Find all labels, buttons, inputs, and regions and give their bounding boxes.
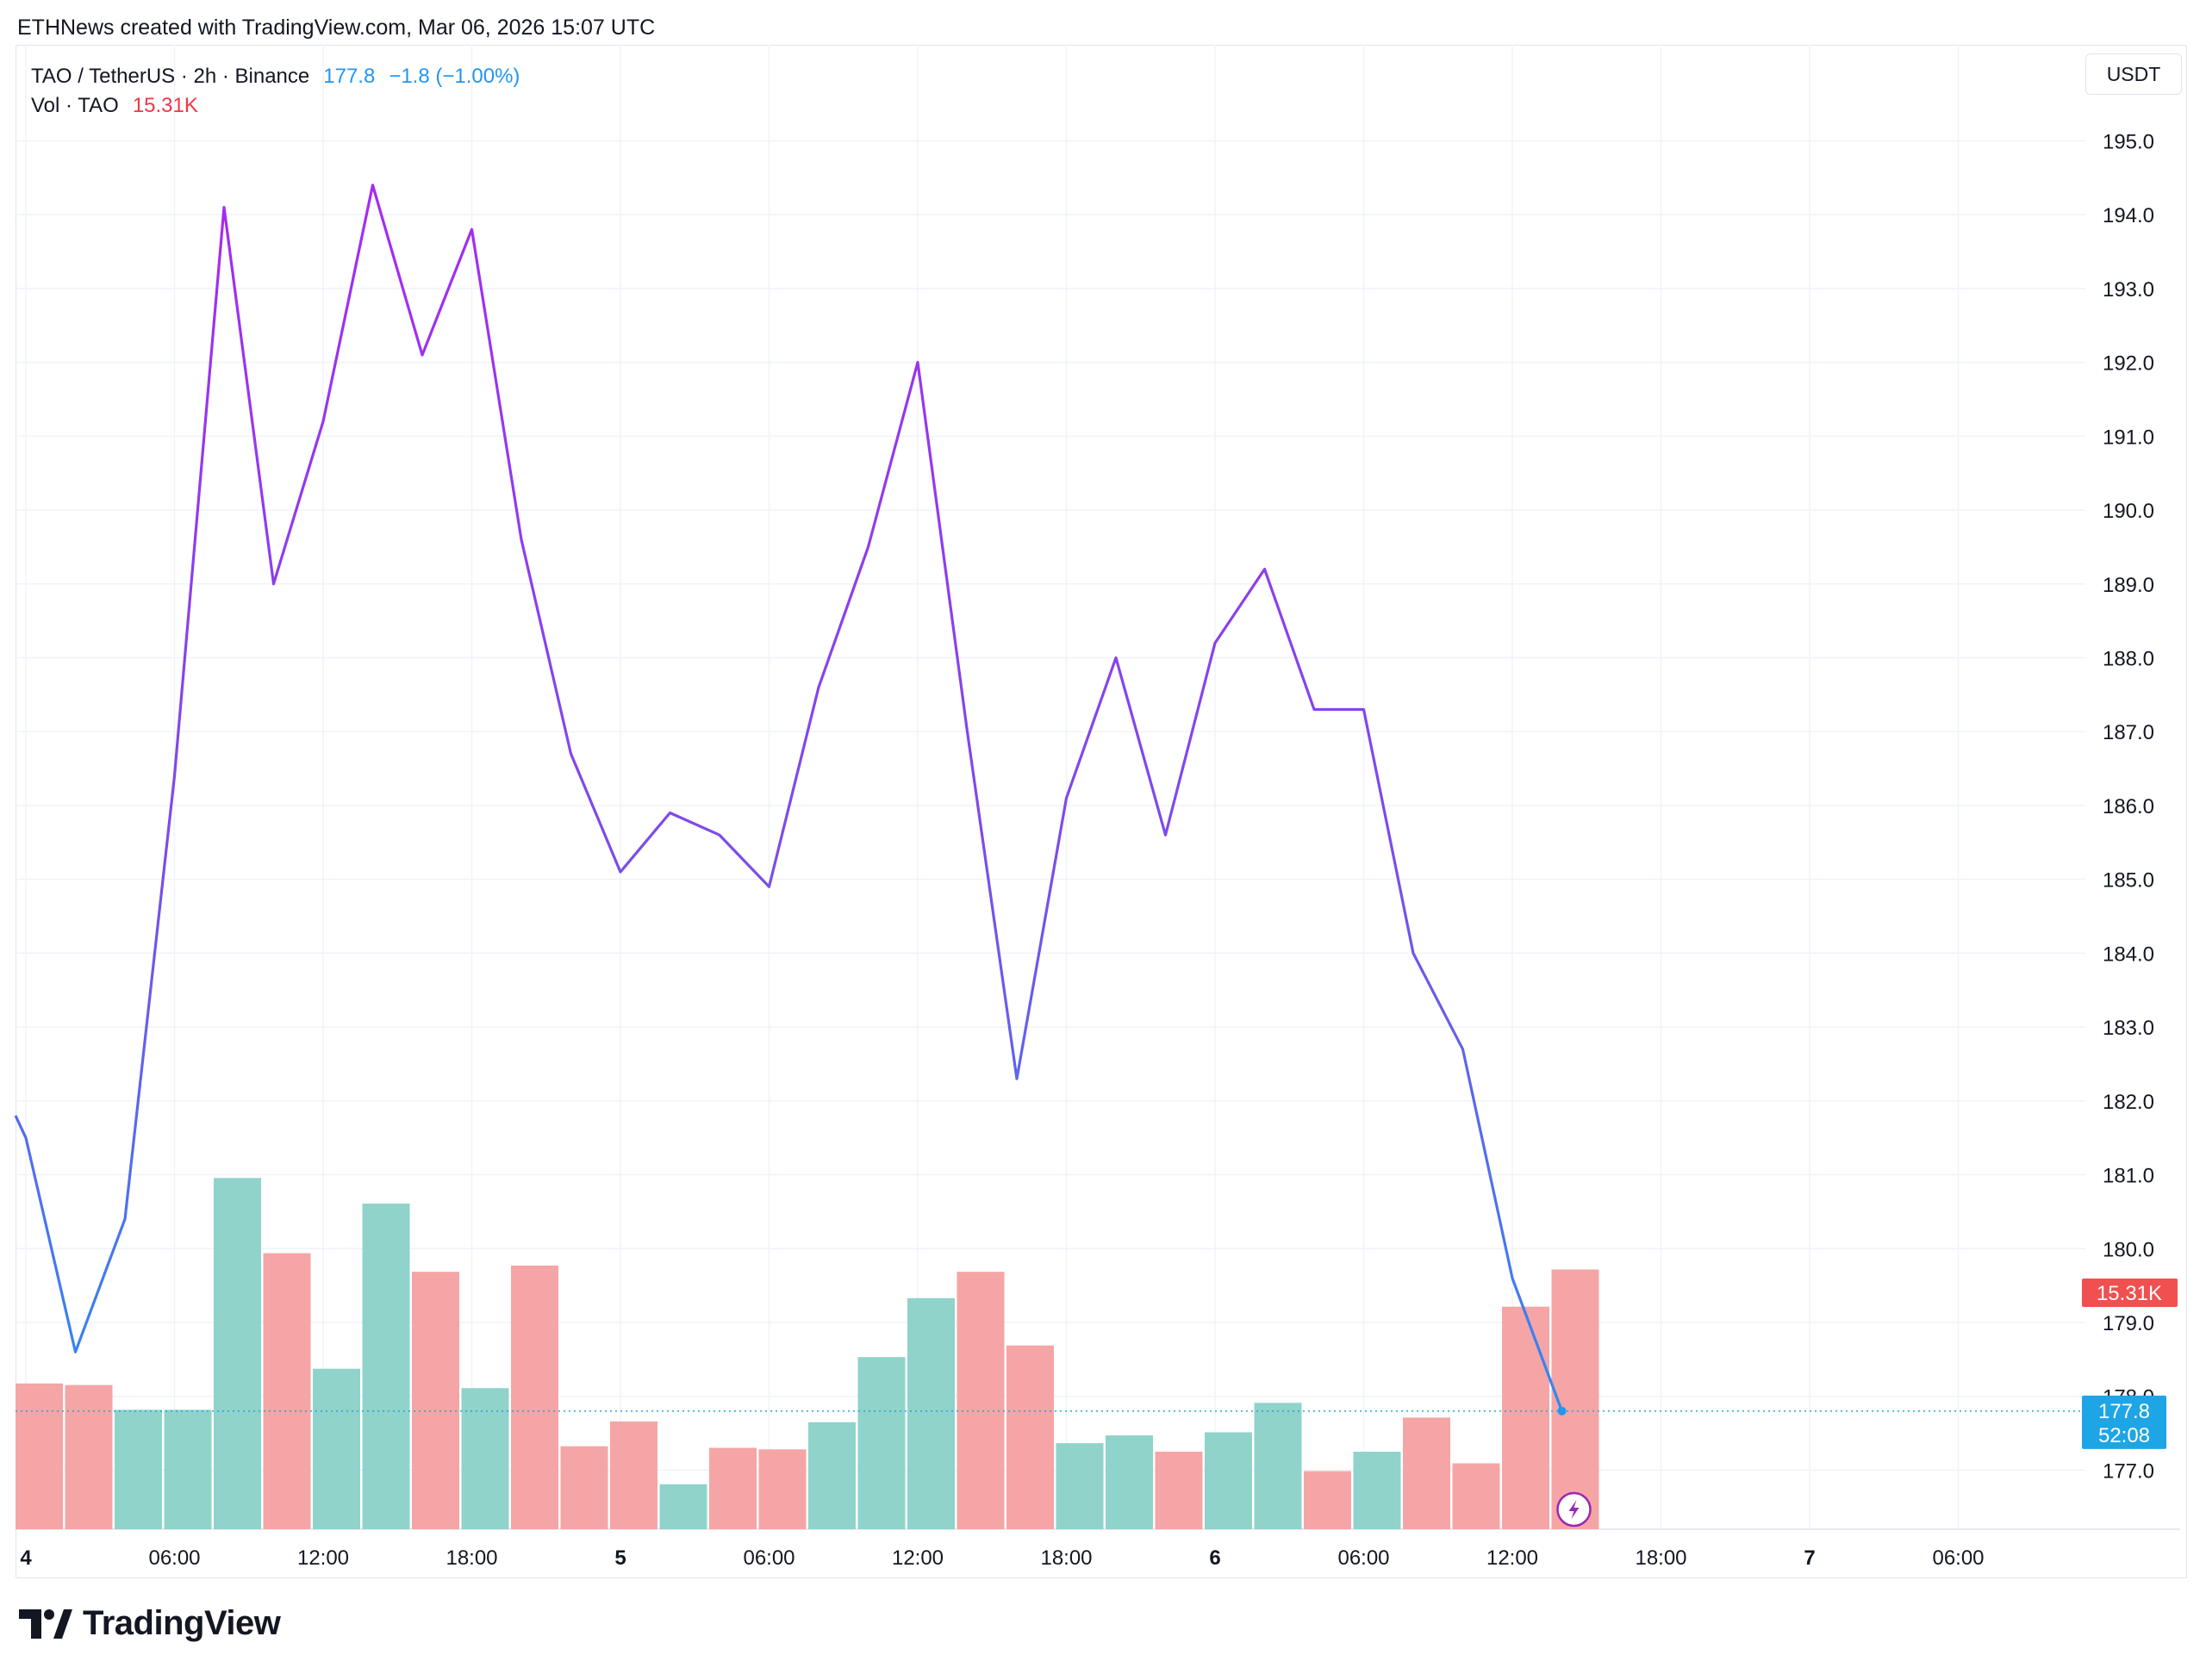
y-tick-label: 183.0 <box>2103 1017 2154 1040</box>
y-tick-label: 182.0 <box>2103 1091 2154 1114</box>
axis-tags: 15.31K 177.852:08 <box>1556 1279 2178 1528</box>
volume-bar <box>857 1357 906 1529</box>
y-tick-label: 177.0 <box>2103 1459 2154 1483</box>
symbol-title[interactable]: TAO / TetherUS · 2h · Binance <box>31 65 310 88</box>
y-tick-label: 180.0 <box>2103 1238 2154 1261</box>
volume-bar <box>1254 1403 1302 1529</box>
volume-bar <box>709 1447 757 1529</box>
volume-tag-label: 15.31K <box>2097 1282 2162 1305</box>
price-tag-bg <box>2082 1395 2166 1449</box>
chart-grid <box>16 45 2180 1530</box>
lightning-icon <box>1568 1500 1580 1519</box>
chart-credit: ETHNews created with TradingView.com, Ma… <box>17 16 656 40</box>
price-tag-countdown: 52:08 <box>2098 1424 2150 1447</box>
volume-value: 15.31K <box>132 94 198 117</box>
y-tick-label: 188.0 <box>2103 647 2154 670</box>
x-tick-label: 12:00 <box>1486 1546 1538 1570</box>
price-tag-price: 177.8 <box>2098 1400 2150 1423</box>
tradingview-logo[interactable]: TradingView <box>19 1604 281 1643</box>
volume-bar <box>65 1384 113 1529</box>
chart-frame <box>16 45 2187 1578</box>
volume-bar <box>164 1409 212 1529</box>
x-tick-label: 12:00 <box>297 1546 349 1570</box>
y-tick-label: 190.0 <box>2103 500 2154 523</box>
volume-bars <box>16 1178 1599 1529</box>
volume-bar <box>263 1253 311 1529</box>
volume-bar <box>907 1297 955 1529</box>
x-tick-label: 4 <box>20 1546 32 1570</box>
y-tick-label: 185.0 <box>2103 869 2154 893</box>
volume-bar <box>362 1204 410 1529</box>
volume-bar <box>1205 1432 1252 1529</box>
volume-bar <box>16 1383 63 1529</box>
y-tick-label: 186.0 <box>2103 795 2154 818</box>
volume-bar <box>758 1449 807 1529</box>
volume-bar <box>511 1266 558 1529</box>
volume-bar <box>1502 1306 1549 1529</box>
currency-button[interactable]: USDT <box>2085 53 2182 95</box>
y-tick-label: 192.0 <box>2103 352 2154 376</box>
volume-bar <box>1006 1345 1054 1529</box>
y-tick-label: 181.0 <box>2103 1165 2154 1188</box>
volume-bar <box>461 1388 509 1529</box>
volume-bar <box>1403 1417 1450 1529</box>
y-tick-label: 189.0 <box>2103 574 2154 597</box>
y-tick-label: 184.0 <box>2103 943 2154 966</box>
volume-bar <box>1551 1269 1599 1529</box>
x-tick-label: 5 <box>614 1546 626 1570</box>
x-tick-label: 06:00 <box>1337 1546 1389 1570</box>
volume-bar <box>1155 1452 1203 1529</box>
y-tick-label: 179.0 <box>2103 1312 2154 1335</box>
volume-bar <box>1056 1443 1104 1529</box>
time-axis: 4 06:00 12:00 18:00 5 06:00 12:00 18:00 6 06:00 12… <box>20 1546 1984 1570</box>
volume-bar <box>560 1446 608 1529</box>
y-tick-label: 194.0 <box>2103 204 2154 227</box>
x-tick-label: 6 <box>1209 1546 1220 1570</box>
y-tick-label: 195.0 <box>2103 130 2154 153</box>
x-tick-label: 06:00 <box>148 1546 200 1570</box>
y-tick-label: 193.0 <box>2103 278 2154 302</box>
chart-legend: TAO / TetherUS · 2h · Binance 177.8 −1.8… <box>31 62 520 121</box>
x-tick-label: 18:00 <box>1040 1546 1092 1570</box>
tradingview-logo-text: TradingView <box>83 1604 281 1642</box>
volume-bar <box>214 1178 261 1529</box>
volume-tag-bg <box>2082 1279 2178 1307</box>
x-tick-label: 7 <box>1804 1546 1815 1570</box>
volume-label[interactable]: Vol · TAO <box>31 94 119 117</box>
volume-bar <box>115 1409 162 1529</box>
tradingview-logo-icon <box>19 1608 72 1639</box>
price-change: −1.8 (−1.00%) <box>389 65 520 88</box>
x-tick-label: 18:00 <box>446 1546 497 1570</box>
x-tick-label: 18:00 <box>1635 1546 1686 1570</box>
x-tick-label: 12:00 <box>892 1546 944 1570</box>
volume-bar <box>957 1272 1005 1529</box>
price-line <box>14 184 2084 1416</box>
volume-bar <box>1353 1452 1401 1529</box>
last-price: 177.8 <box>323 65 376 88</box>
volume-bar <box>1304 1471 1351 1529</box>
volume-bar <box>412 1272 459 1529</box>
volume-bar <box>808 1422 856 1529</box>
volume-bar <box>659 1484 707 1529</box>
price-series-line <box>14 184 1563 1412</box>
y-tick-label: 191.0 <box>2103 426 2154 449</box>
x-tick-label: 06:00 <box>1932 1546 1984 1570</box>
volume-bar <box>313 1368 360 1529</box>
y-tick-label: 187.0 <box>2103 721 2154 744</box>
volume-bar <box>610 1421 657 1529</box>
x-tick-label: 06:00 <box>743 1546 795 1570</box>
volume-bar <box>1452 1463 1500 1529</box>
volume-bar <box>1106 1435 1153 1529</box>
